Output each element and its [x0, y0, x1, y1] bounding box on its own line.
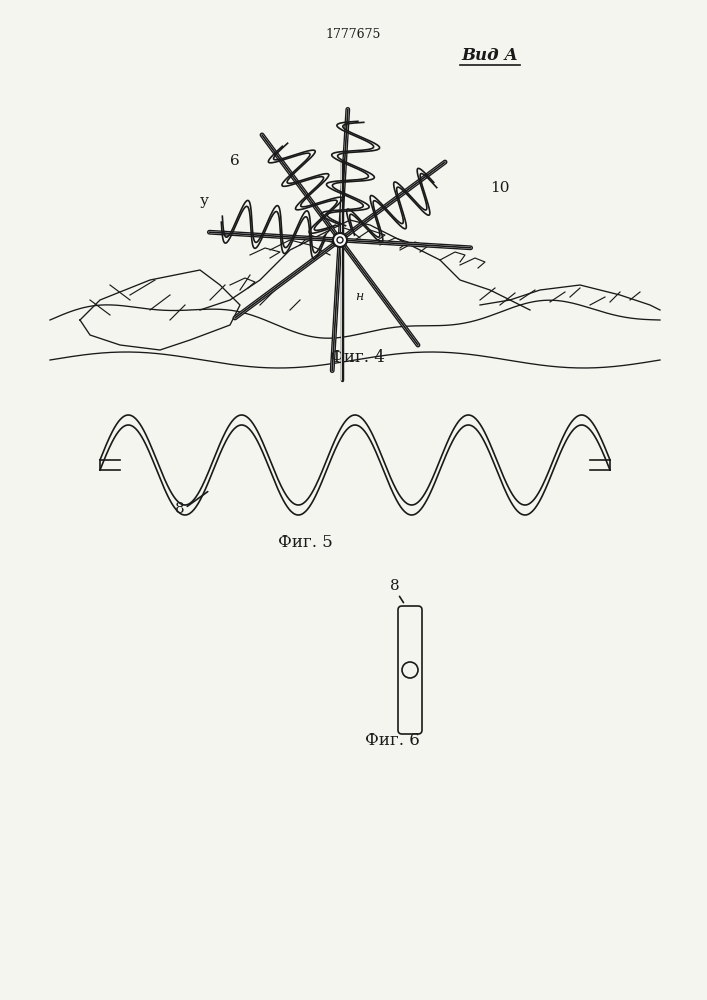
- Text: Фиг. 6: Фиг. 6: [365, 732, 420, 749]
- Text: н: н: [355, 290, 363, 303]
- Text: Вид А: Вид А: [462, 46, 518, 64]
- Text: 8: 8: [175, 502, 185, 516]
- Text: у: у: [200, 194, 209, 208]
- Text: 1777675: 1777675: [325, 28, 380, 41]
- Text: 10: 10: [490, 181, 510, 195]
- Circle shape: [333, 233, 347, 247]
- Circle shape: [337, 237, 343, 243]
- Text: 8: 8: [390, 579, 399, 593]
- Text: 6: 6: [230, 154, 240, 168]
- Text: Фиг. 4: Фиг. 4: [330, 349, 385, 366]
- Text: Фиг. 5: Фиг. 5: [278, 534, 333, 551]
